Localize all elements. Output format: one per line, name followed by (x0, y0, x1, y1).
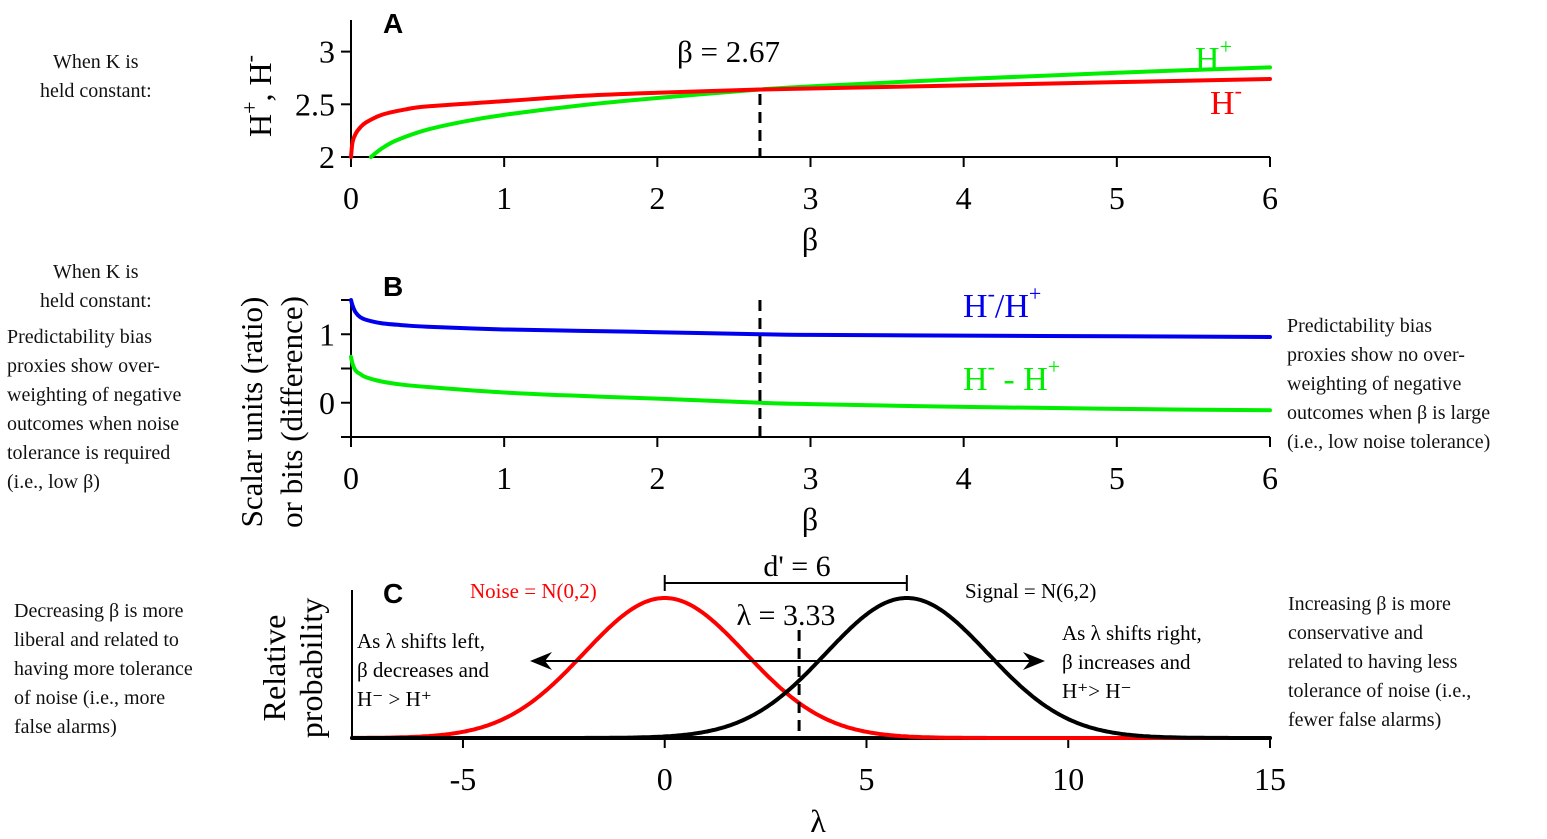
svg-text:-5: -5 (450, 761, 477, 797)
arrow-left-icon (530, 652, 552, 670)
panel-a-letter: A (383, 8, 403, 39)
d-prime-label: d' = 6 (763, 550, 830, 583)
svg-text:6: 6 (1262, 180, 1278, 216)
panel-c-ylabel-line1: Relative (256, 615, 292, 722)
note-c-left: Decreasing β is more liberal and related… (14, 600, 193, 738)
svg-text:4: 4 (956, 460, 972, 496)
panel-b-lines (349, 298, 1272, 413)
panel-a-criterion-label: β = 2.67 (677, 34, 780, 69)
note-a-left: When K is held constant: (40, 51, 152, 102)
shift-arrow (530, 652, 1045, 670)
arrow-right-icon (1023, 652, 1045, 670)
panel-a-xlabel: β (802, 221, 818, 257)
note-c-right: Increasing β is more conservative and re… (1288, 593, 1472, 731)
panel-c: C -5 0 5 10 15 d' = 6 λ = 3.33 Noise = N(0,2… (256, 550, 1286, 839)
svg-text:5: 5 (1109, 180, 1125, 216)
left-shift-text: As λ shifts left, β decreases and H⁻ > H… (357, 629, 494, 711)
svg-text:0: 0 (343, 180, 359, 216)
series-line (350, 596, 1272, 740)
panel-b-letter: B (383, 271, 403, 302)
note-b-left-header: When K is held constant: (40, 261, 152, 312)
d-prime-bracket (663, 575, 908, 591)
signal-label: Signal = N(6,2) (965, 579, 1096, 603)
panel-b-legend-difference: H- - H+ (963, 354, 1060, 398)
noise-label: Noise = N(0,2) (470, 579, 597, 603)
criterion-label: λ = 3.33 (737, 599, 836, 632)
panel-a-legend-h-plus: H+ (1195, 34, 1232, 78)
series-line (350, 596, 1272, 740)
panel-c-letter: C (383, 578, 403, 609)
note-b-left: Predictability bias proxies show over- w… (7, 326, 182, 493)
svg-text:5: 5 (858, 761, 874, 797)
svg-text:1: 1 (496, 460, 512, 496)
series-line (368, 65, 1272, 159)
svg-text:4: 4 (956, 180, 972, 216)
series-line (349, 298, 1272, 339)
panel-b-legend-ratio: H-/H+ (963, 281, 1041, 325)
svg-text:2.5: 2.5 (295, 86, 335, 122)
svg-text:6: 6 (1262, 460, 1278, 496)
svg-text:2: 2 (649, 180, 665, 216)
panel-c-lines (350, 596, 1272, 740)
svg-text:3: 3 (803, 180, 819, 216)
svg-text:0: 0 (343, 460, 359, 496)
panel-a: A 0 1 2 3 4 5 6 2 2.5 3 β = 2.67 H+ H- H+, H- β (237, 8, 1278, 257)
series-line (349, 77, 1272, 159)
note-b-right: Predictability bias proxies show no over… (1287, 315, 1491, 453)
panel-a-legend-h-minus: H- (1210, 78, 1242, 122)
right-shift-text: As λ shifts right, β increases and H⁺> H… (1062, 621, 1207, 703)
panel-b-ylabel-line1: Scalar units (ratio) (234, 297, 269, 528)
panel-c-xlabel: λ (810, 803, 826, 839)
svg-text:1: 1 (319, 316, 335, 352)
svg-text:5: 5 (1109, 460, 1125, 496)
svg-text:0: 0 (319, 385, 335, 421)
panel-b: B 0 1 2 3 4 5 6 0 1 H-/H+ H- - H+ Scalar units (… (234, 271, 1278, 537)
svg-text:2: 2 (319, 139, 335, 175)
svg-text:1: 1 (496, 180, 512, 216)
series-line (349, 354, 1272, 413)
panel-a-ylabel: H+, H- (237, 55, 278, 137)
panel-c-ylabel-line2: probability (293, 598, 329, 738)
panel-b-axes: 0 1 2 3 4 5 6 0 1 (319, 299, 1278, 496)
svg-text:10: 10 (1052, 761, 1084, 797)
svg-text:15: 15 (1254, 761, 1286, 797)
svg-text:0: 0 (657, 761, 673, 797)
svg-text:3: 3 (803, 460, 819, 496)
svg-text:3: 3 (319, 34, 335, 70)
svg-text:2: 2 (649, 460, 665, 496)
panel-b-xlabel: β (802, 501, 818, 537)
panel-a-lines (349, 65, 1272, 159)
panel-b-ylabel-line2: or bits (difference) (274, 296, 309, 528)
panel-a-axes: 0 1 2 3 4 5 6 2 2.5 3 (295, 20, 1278, 216)
